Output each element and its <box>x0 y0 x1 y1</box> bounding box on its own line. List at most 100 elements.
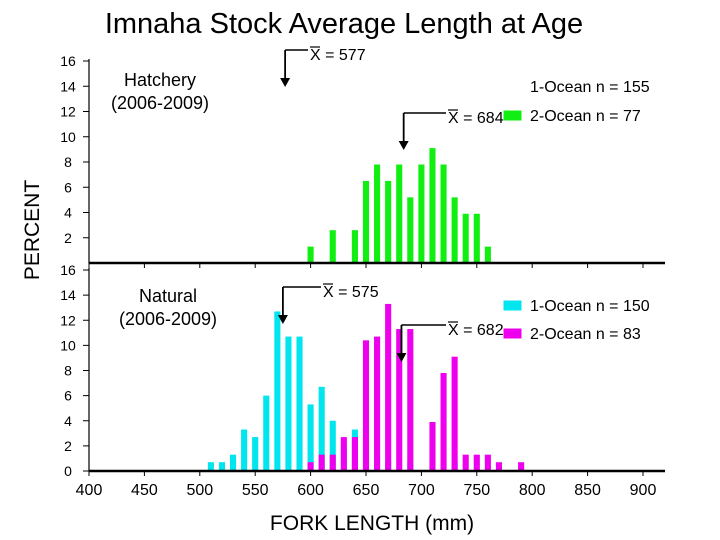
bar <box>529 246 536 263</box>
bar <box>252 437 259 471</box>
bar <box>285 336 292 471</box>
x-tick-label: 800 <box>519 482 546 499</box>
mean-label: X = 684 <box>448 110 504 127</box>
bar <box>385 303 392 471</box>
mean-marker: X = 575 <box>277 283 379 324</box>
bar <box>495 462 502 471</box>
bar <box>451 197 458 263</box>
x-tick-label: 750 <box>463 482 490 499</box>
x-tick-label: 900 <box>630 482 657 499</box>
panel-label: (2006-2009) <box>119 309 217 329</box>
bar <box>407 197 414 263</box>
bar <box>329 420 336 471</box>
bar <box>274 311 281 471</box>
y-tick-label: 6 <box>64 388 72 404</box>
y-tick-label: 4 <box>64 413 72 429</box>
bar <box>340 437 347 471</box>
mean-label: X = 577 <box>310 47 366 64</box>
bar <box>218 240 225 263</box>
bar <box>307 462 314 471</box>
chart-title: Imnaha Stock Average Length at Age <box>105 8 583 40</box>
bar <box>396 164 403 263</box>
x-tick-label: 500 <box>186 482 213 499</box>
bar <box>340 246 347 263</box>
x-tick-label: 600 <box>297 482 324 499</box>
bar <box>318 386 325 471</box>
x-axis-title: FORK LENGTH (mm) <box>270 512 474 535</box>
y-axis-title: PERCENT <box>21 180 44 281</box>
mean-label: X = 575 <box>323 284 379 301</box>
mean-arrow-head <box>277 315 288 324</box>
y-tick-label: 0 <box>64 463 72 479</box>
chart-panels: 16 14 12 10 8 6 4 2 Hatchery (2006-2009) 1-Ocean n… <box>60 46 665 499</box>
y-tick-label: 4 <box>64 205 72 221</box>
panel-label: (2006-2009) <box>111 93 209 113</box>
legend-label: 1-Ocean n = 155 <box>530 79 650 96</box>
y-tick-label: 2 <box>64 230 72 246</box>
bar <box>462 454 469 471</box>
y-tick-label: 14 <box>60 287 76 303</box>
bar <box>440 164 447 263</box>
panel-natural: 16 14 12 10 8 6 4 2 0 Natural (2006-2009) 1-Ocean n… <box>60 262 665 479</box>
bar <box>196 255 203 263</box>
legend-swatch <box>502 299 523 312</box>
mean-marker: X = 684 <box>398 109 504 150</box>
bar <box>429 422 436 471</box>
bar <box>484 454 491 471</box>
bar <box>263 395 270 472</box>
bar <box>374 336 381 471</box>
series-natural-2-ocean <box>307 303 525 471</box>
bar <box>362 340 370 471</box>
panel-label: Natural <box>139 286 197 306</box>
x-tick-label: 700 <box>408 482 435 499</box>
bar <box>252 179 259 263</box>
x-tick-label: 650 <box>353 482 380 499</box>
bar <box>296 192 303 263</box>
bar <box>229 207 237 263</box>
bar <box>318 235 325 263</box>
bar <box>329 454 336 471</box>
bar <box>473 454 480 471</box>
bar <box>429 148 436 263</box>
bar <box>440 373 447 471</box>
bar <box>241 429 248 471</box>
y-tick-label: 14 <box>60 78 76 94</box>
bar <box>396 329 403 471</box>
bar <box>484 246 491 263</box>
y-tick-label: 2 <box>64 438 72 454</box>
y-tick-label: 16 <box>60 262 76 278</box>
mean-arrow-head <box>396 353 407 362</box>
y-tick-label: 8 <box>64 363 72 379</box>
bar <box>307 404 314 471</box>
bar <box>307 246 314 263</box>
y-tick-label: 10 <box>60 129 76 145</box>
bar <box>374 164 381 263</box>
panel-label: Hatchery <box>124 70 196 90</box>
y-tick-label: 12 <box>60 104 76 120</box>
x-tick-label: 450 <box>131 482 158 499</box>
bar <box>241 155 248 263</box>
bar <box>296 336 303 471</box>
legend-label: 1-Ocean n = 150 <box>530 298 650 315</box>
x-tick-label: 850 <box>574 482 601 499</box>
bar <box>462 213 469 263</box>
bar <box>473 213 480 263</box>
bar <box>207 246 214 263</box>
legend-swatch <box>502 109 523 122</box>
x-tick-label: 400 <box>76 482 103 499</box>
series-natural-1-ocean <box>207 311 458 472</box>
bar <box>407 329 414 471</box>
legend-swatch <box>502 327 523 340</box>
mean-marker: X = 577 <box>280 46 366 87</box>
series-hatchery-2-ocean <box>307 148 491 263</box>
bar <box>285 148 292 263</box>
bar <box>351 437 358 471</box>
legend-swatch <box>502 80 523 93</box>
bar <box>362 180 370 263</box>
legend-label: 2-Ocean n = 77 <box>530 108 641 125</box>
bar <box>351 230 358 263</box>
panel-hatchery: 16 14 12 10 8 6 4 2 Hatchery (2006-2009) 1-Ocean n… <box>60 46 665 268</box>
bar <box>329 230 336 263</box>
